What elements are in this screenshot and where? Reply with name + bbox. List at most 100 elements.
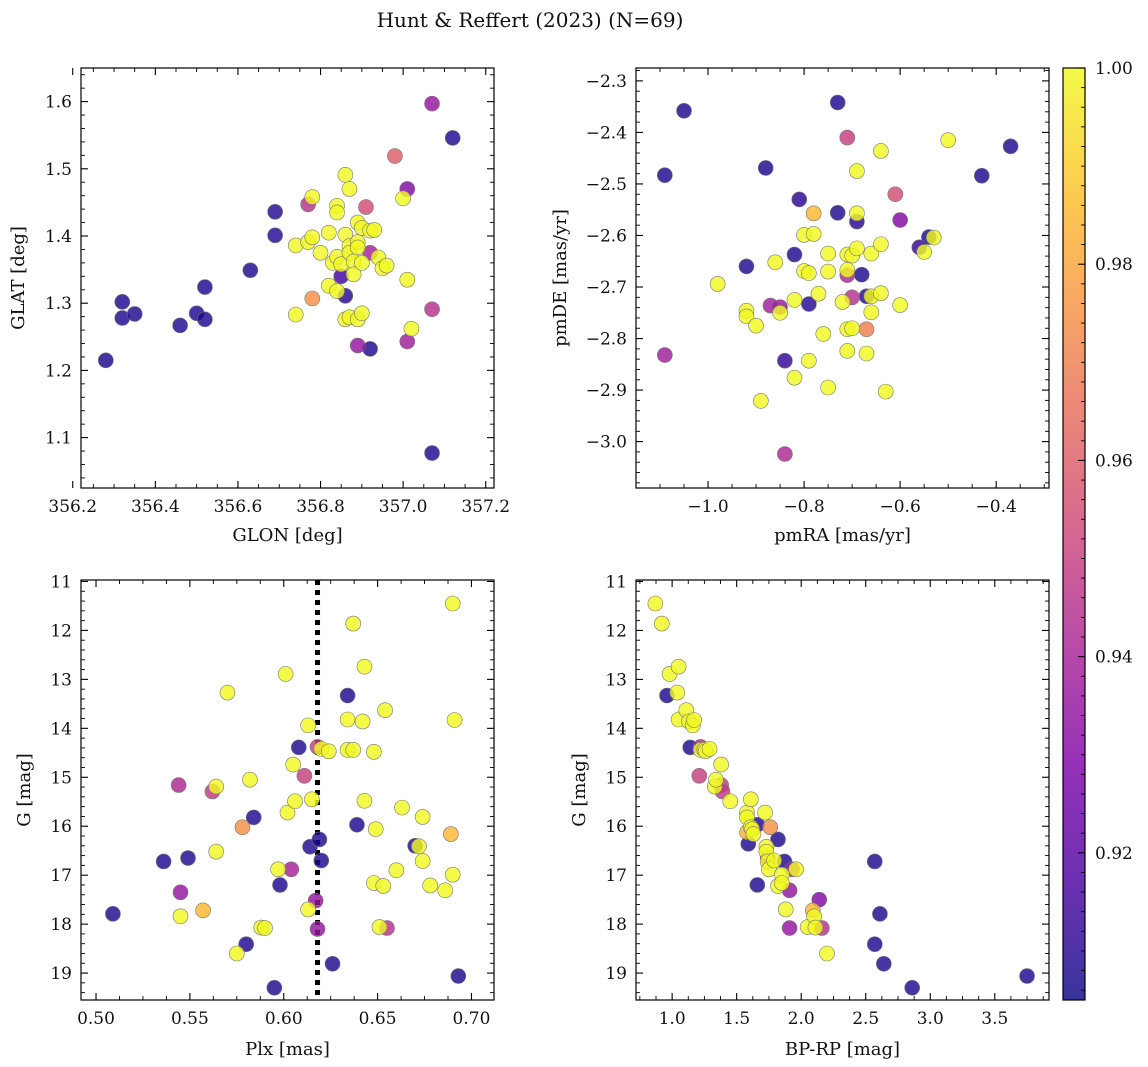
data-point xyxy=(873,236,889,253)
x-tick-label: 356.8 xyxy=(296,497,345,517)
data-point xyxy=(437,882,453,899)
data-point xyxy=(1002,138,1019,155)
data-point xyxy=(873,143,889,159)
data-point xyxy=(820,245,836,262)
y-tick-label: 12 xyxy=(50,621,72,641)
bprp-axis-label: BP-RP [mag] xyxy=(785,1039,900,1060)
data-point xyxy=(300,901,316,918)
data-point xyxy=(805,226,822,242)
data-point xyxy=(892,212,908,228)
data-point xyxy=(180,850,196,866)
data-point xyxy=(234,819,251,836)
colorbar-tick-label: 0.96 xyxy=(1095,451,1133,471)
data-point xyxy=(356,792,373,809)
panel-glon-glat: 356.2 356.4 356.6 356.8 357.0 357.2 1.1 1.2 1.3 1… xyxy=(8,67,510,546)
data-point xyxy=(339,687,356,704)
data-point xyxy=(844,320,860,337)
data-point xyxy=(337,167,354,183)
data-point xyxy=(786,292,803,308)
data-point xyxy=(219,684,236,701)
data-point xyxy=(414,853,431,869)
data-point xyxy=(304,290,321,307)
data-point xyxy=(395,190,411,207)
data-point xyxy=(691,768,708,784)
data-point xyxy=(341,181,358,197)
data-point xyxy=(839,343,856,359)
data-point xyxy=(172,317,188,334)
data-point xyxy=(807,919,824,936)
y-tick-label: 17 xyxy=(50,866,72,886)
data-point xyxy=(839,262,856,278)
data-point xyxy=(320,743,337,760)
data-point xyxy=(300,717,316,734)
colorbar-gradient xyxy=(1062,67,1086,1001)
x-tick-label: 357.0 xyxy=(379,497,428,517)
panel-plx-g: 0.50 0.55 0.60 0.65 0.70 11 12 13 14 15 16 17 18 19 P… xyxy=(14,572,495,1060)
data-point xyxy=(819,945,835,962)
x-tick-label: 3.5 xyxy=(981,1009,1008,1029)
data-point xyxy=(424,445,440,461)
data-point xyxy=(708,771,724,788)
y-tick-label: 16 xyxy=(605,817,627,837)
x-tick-label: 0.50 xyxy=(77,1009,115,1029)
data-point xyxy=(290,739,307,756)
data-point xyxy=(197,311,213,328)
data-point xyxy=(257,920,273,936)
data-point xyxy=(801,296,817,312)
data-point xyxy=(444,595,461,612)
data-point xyxy=(229,945,245,962)
colorbar: 0.92 0.94 0.96 0.98 1.00 xyxy=(1062,59,1133,1001)
y-tick-label: 19 xyxy=(605,964,627,984)
data-point xyxy=(450,968,467,984)
data-point xyxy=(749,877,766,893)
y-tick-label: 18 xyxy=(50,915,72,935)
data-point xyxy=(197,279,213,295)
data-point xyxy=(245,809,262,826)
plx-g-frame xyxy=(80,579,495,1001)
data-point xyxy=(296,768,313,784)
y-tick-label: 12 xyxy=(605,621,627,641)
data-point xyxy=(304,229,321,246)
data-point xyxy=(863,245,880,262)
data-point xyxy=(820,379,836,396)
colorbar-tick-label: 1.00 xyxy=(1095,59,1133,79)
y-tick-label: 11 xyxy=(605,572,627,592)
data-point xyxy=(126,306,143,322)
data-point xyxy=(354,713,371,730)
data-point xyxy=(329,283,345,299)
x-tick-label: 0.60 xyxy=(265,1009,303,1029)
x-tick-label: 357.2 xyxy=(461,497,510,517)
y-tick-label: 1.5 xyxy=(45,160,72,180)
data-point xyxy=(766,852,782,869)
data-point xyxy=(424,301,440,318)
data-point xyxy=(875,955,892,972)
x-tick-label: 1.5 xyxy=(723,1009,750,1029)
data-point xyxy=(170,777,187,793)
data-point xyxy=(829,205,846,221)
glon-glat-ticks: 356.2 356.4 356.6 356.8 357.0 357.2 1.1 1.2 1.3 1… xyxy=(45,68,510,517)
x-tick-label: 0.65 xyxy=(359,1009,397,1029)
y-tick-label: 1.4 xyxy=(45,227,72,247)
data-point xyxy=(283,861,300,878)
data-point xyxy=(872,906,888,922)
data-point xyxy=(424,95,440,112)
data-point xyxy=(444,130,461,146)
data-point xyxy=(312,245,329,261)
data-point xyxy=(354,305,370,322)
data-point xyxy=(788,861,804,878)
data-point xyxy=(815,326,832,342)
data-point xyxy=(709,276,726,292)
data-point xyxy=(105,906,121,922)
data-point xyxy=(324,955,341,972)
y-tick-label: 17 xyxy=(605,866,627,886)
data-point xyxy=(339,711,356,728)
y-tick-label: 13 xyxy=(50,670,72,690)
data-point xyxy=(877,383,894,400)
data-point xyxy=(411,838,427,855)
data-point xyxy=(738,308,755,325)
colorbar-tick-label: 0.94 xyxy=(1095,648,1133,668)
y-tick-label: −2.4 xyxy=(586,123,627,143)
x-tick-label: 2.5 xyxy=(852,1009,879,1029)
data-point xyxy=(801,265,817,281)
data-point xyxy=(304,189,321,205)
